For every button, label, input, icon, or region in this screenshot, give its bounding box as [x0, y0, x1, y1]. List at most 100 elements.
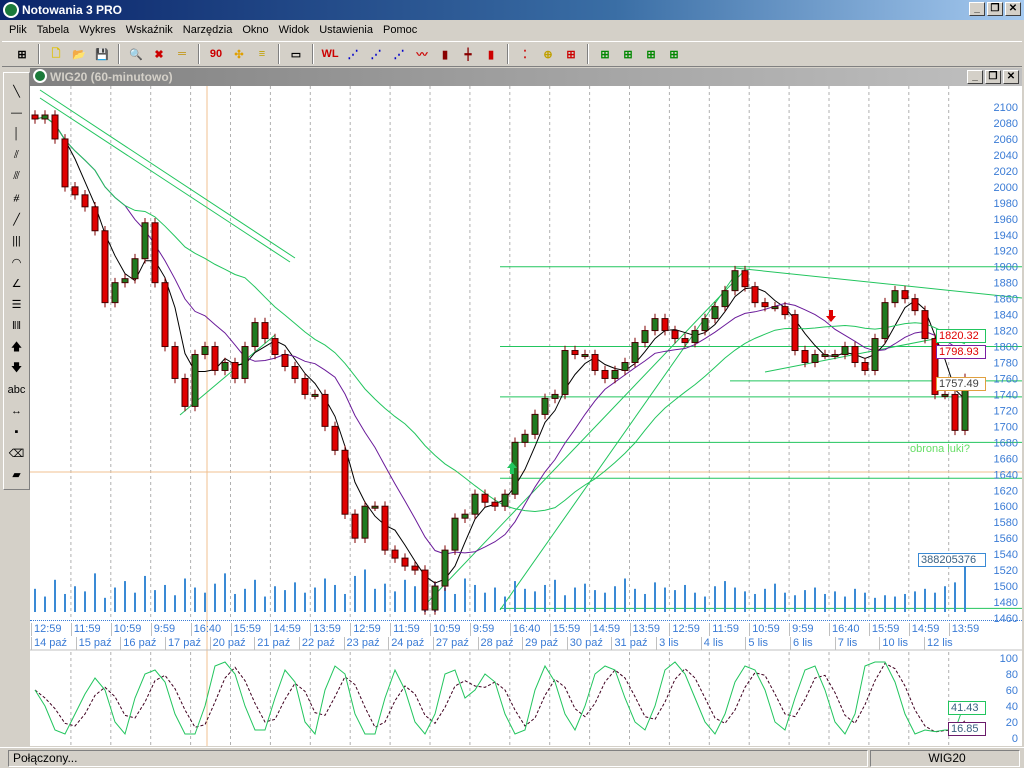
menu-widok[interactable]: Widok: [278, 23, 310, 36]
menu-narzędzia[interactable]: Narzędzia: [182, 23, 233, 36]
volume-bar: [234, 593, 236, 612]
lines-icon[interactable]: ≡: [258, 48, 266, 60]
vertical-line-icon[interactable]: │: [13, 128, 20, 141]
maximize-button[interactable]: ❐: [987, 2, 1003, 16]
candle: [431, 581, 439, 615]
candle: [111, 277, 119, 308]
cycles-icon[interactable]: |||: [12, 234, 21, 247]
volume-bar: [964, 562, 966, 612]
candle-icon[interactable]: ▮: [487, 48, 495, 61]
move-icon[interactable]: ↔: [11, 405, 22, 418]
candle-body: [851, 346, 859, 363]
wave-1-icon[interactable]: ⋰: [347, 48, 359, 61]
chart-close-button[interactable]: ✕: [1003, 70, 1019, 84]
trend-line-icon[interactable]: ╱: [13, 213, 20, 226]
menu-ustawienia[interactable]: Ustawienia: [319, 23, 373, 36]
menu-tabela[interactable]: Tabela: [36, 23, 70, 36]
eraser-all-icon[interactable]: ▰: [12, 469, 21, 482]
candle-body: [611, 369, 619, 379]
price-tick-label: 1920: [994, 246, 1018, 258]
numbers-icon[interactable]: 90: [209, 48, 223, 60]
ruler-icon[interactable]: ═: [178, 48, 186, 60]
menu-plik[interactable]: Plik: [9, 23, 27, 36]
minimize-button[interactable]: _: [969, 2, 985, 16]
layout-4-icon[interactable]: ⊞: [669, 48, 679, 61]
candle-body: [661, 318, 669, 332]
horizontal-line-icon[interactable]: —: [11, 106, 22, 119]
candle-body: [521, 433, 529, 443]
wave-2-icon[interactable]: ⋰: [370, 48, 382, 61]
indicator-value-label: 1798.93: [936, 345, 986, 359]
candle: [421, 565, 429, 615]
new-file-icon[interactable]: 🗋: [51, 47, 61, 60]
gann-icon[interactable]: ⧣: [13, 191, 20, 204]
volume-bar: [164, 584, 166, 612]
save-icon[interactable]: 💾: [95, 48, 109, 61]
candle-body: [71, 186, 79, 196]
bar-chart-icon[interactable]: ▮: [441, 48, 449, 61]
text-icon[interactable]: abc: [7, 383, 26, 396]
candle: [801, 345, 809, 368]
close-button[interactable]: ✕: [1005, 2, 1021, 16]
price-tick-label: 1480: [994, 597, 1018, 609]
delete-zoom-icon[interactable]: ✖: [154, 48, 164, 61]
add-window-icon[interactable]: ⊞: [566, 48, 576, 61]
arcs-icon[interactable]: ◠: [11, 256, 22, 269]
layout-3-icon[interactable]: ⊞: [646, 48, 656, 61]
candle-body: [821, 354, 829, 358]
layout-2-icon[interactable]: ⊞: [623, 48, 633, 61]
line-chart-icon[interactable]: 〰: [416, 49, 428, 61]
chart-restore-button[interactable]: ❐: [985, 70, 1001, 84]
time-label: 13:59: [310, 623, 341, 636]
line-tool-icon[interactable]: ╲: [13, 86, 20, 99]
signal-icon[interactable]: ⁚: [523, 48, 527, 61]
volume-bar: [884, 595, 886, 612]
volume-bar: [114, 587, 116, 612]
crosshair-icon[interactable]: ✣: [234, 48, 244, 61]
candle-body: [901, 290, 909, 300]
select-icon[interactable]: ▪: [14, 426, 19, 439]
chart-window-title-bar[interactable]: WIG20 (60-minutowo) _ ❐ ✕: [30, 68, 1022, 86]
add-indicator-icon[interactable]: ⊕: [543, 48, 553, 61]
price-tick-label: 1520: [994, 565, 1018, 577]
candle: [121, 273, 129, 288]
candle-body: [921, 310, 929, 340]
speed-lines-icon[interactable]: ∠: [11, 277, 22, 290]
table-icon[interactable]: ▭: [290, 48, 302, 61]
grid-icon[interactable]: ⊞: [17, 48, 27, 61]
fibonacci-icon[interactable]: ☰: [11, 299, 22, 312]
menu-pomoc[interactable]: Pomoc: [383, 23, 418, 36]
wave-3-icon[interactable]: ⋰: [393, 48, 405, 61]
menu-okno[interactable]: Okno: [242, 23, 269, 36]
volume-bar: [194, 587, 196, 612]
ohlc-icon[interactable]: ┿: [464, 48, 472, 61]
zoom-icon[interactable]: 🔍: [129, 48, 143, 61]
chart-area[interactable]: [30, 86, 1022, 746]
menu-wskaźnik[interactable]: Wskaźnik: [125, 23, 173, 36]
wl-icon[interactable]: WL: [321, 48, 339, 60]
time-label: 12:59: [31, 623, 62, 636]
chart-minimize-button[interactable]: _: [967, 70, 983, 84]
price-tick-label: 2000: [994, 182, 1018, 194]
time-zones-icon[interactable]: ‖‖: [11, 319, 22, 332]
volume-bar: [34, 588, 36, 612]
down-arrow-icon[interactable]: 🡇: [10, 362, 23, 374]
fan-icon[interactable]: ⫻: [13, 170, 20, 183]
volume-bar: [144, 575, 146, 612]
open-folder-icon[interactable]: 📂: [72, 48, 86, 61]
eraser-icon[interactable]: ⌫: [8, 448, 25, 461]
time-label: 15:59: [549, 623, 580, 636]
candle: [301, 373, 309, 400]
up-arrow-icon[interactable]: 🡅: [10, 340, 23, 353]
candle-body: [321, 393, 329, 427]
channel-icon[interactable]: ⫽: [14, 149, 19, 162]
stochastic-d-value: 16.85: [948, 722, 986, 736]
candle: [711, 301, 719, 324]
oscillator-tick-label: 80: [1006, 669, 1018, 681]
layout-1-icon[interactable]: ⊞: [600, 48, 610, 61]
candle-body: [621, 362, 629, 371]
candle-body: [421, 569, 429, 611]
menu-wykres[interactable]: Wykres: [79, 23, 116, 36]
candle-body: [731, 270, 739, 292]
